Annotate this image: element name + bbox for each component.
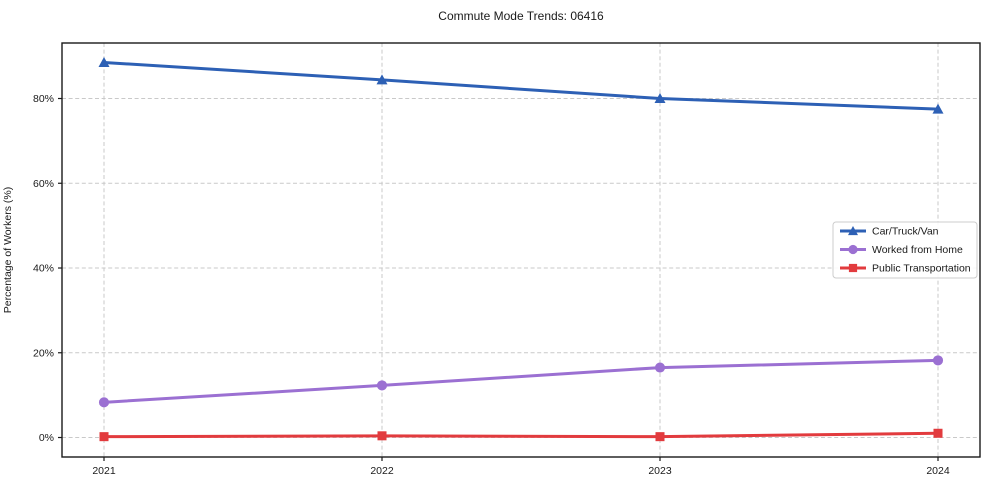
plot-border (61, 42, 981, 458)
marker-square (99, 432, 109, 442)
marker-triangle (376, 74, 388, 85)
legend-label: Car/Truck/Van (872, 226, 939, 238)
marker-square (377, 431, 387, 441)
marker-circle (654, 362, 666, 373)
legend-item-worked-from-home: Worked from Home (840, 244, 963, 256)
marker-triangle (98, 56, 110, 68)
marker-circle (98, 397, 110, 408)
legend-label: Worked from Home (872, 244, 963, 256)
y-tick-label: 0% (39, 432, 54, 444)
legend-item-car-truck-van: Car/Truck/Van (840, 226, 939, 238)
legend-item-public-transportation: Public Transportation (840, 263, 971, 275)
series-line-public-transportation (102, 431, 940, 439)
marker-triangle (848, 226, 858, 236)
legend: Car/Truck/Van Worked from Home Public Tran… (832, 221, 978, 279)
y-axis-label: Percentage of Workers (%) (2, 187, 14, 313)
marker-triangle (932, 103, 944, 114)
y-tick-label: 20% (33, 347, 54, 359)
series-line-car-truck-van (102, 60, 940, 111)
series-car-truck-van (98, 56, 944, 114)
x-tick-label: 2021 (92, 465, 116, 477)
marker-circle (932, 355, 944, 366)
y-tick-label: 80% (33, 93, 54, 105)
series-public-transportation (99, 428, 943, 442)
marker-triangle (654, 93, 666, 104)
x-tick-label: 2022 (370, 465, 394, 477)
axis-layer: 0% 20% 40% 60% 80% 2021 2022 2023 2024 (33, 42, 981, 477)
marker-square (933, 428, 943, 438)
marker-circle (376, 380, 388, 391)
marker-circle (848, 244, 858, 255)
marker-square (655, 432, 665, 442)
y-tick-label: 40% (33, 263, 54, 275)
series-worked-from-home (98, 355, 944, 408)
y-tick-label: 60% (33, 178, 54, 190)
chart-title: Commute Mode Trends: 06416 (438, 9, 604, 23)
series-line-worked-from-home (102, 358, 940, 404)
legend-box (832, 221, 978, 279)
x-tick-label: 2024 (926, 465, 950, 477)
legend-label: Public Transportation (872, 263, 971, 275)
x-tick-label: 2023 (648, 465, 672, 477)
marker-square (848, 263, 858, 273)
series-layer (98, 56, 944, 442)
